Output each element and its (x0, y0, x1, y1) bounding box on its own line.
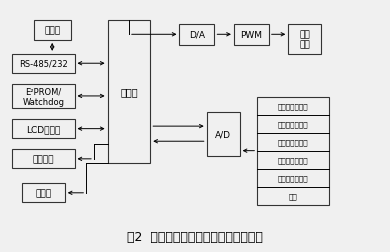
Text: PWM: PWM (240, 31, 262, 40)
Bar (12, 85, 74, 108)
Bar (234, 24, 269, 46)
Text: 图2  基于单片机的开关电源原理结构图: 图2 基于单片机的开关电源原理结构图 (127, 230, 263, 243)
Text: E²PROM/
Watchdog: E²PROM/ Watchdog (23, 87, 64, 106)
Text: 报警装置: 报警装置 (33, 155, 54, 164)
Text: D/A: D/A (189, 31, 205, 40)
Text: 输入电流状态量: 输入电流状态量 (278, 175, 308, 181)
Text: 输出电流模拟量: 输出电流模拟量 (278, 139, 308, 145)
Text: 计算机: 计算机 (44, 26, 60, 35)
Text: LCD、键盘: LCD、键盘 (26, 125, 60, 134)
Bar (34, 21, 71, 41)
Bar (257, 97, 329, 205)
Bar (12, 120, 74, 139)
Text: RS-485/232: RS-485/232 (19, 59, 68, 69)
Text: 隔离
驱动: 隔离 驱动 (300, 30, 310, 49)
Bar (22, 184, 65, 202)
Text: 打印机: 打印机 (35, 188, 51, 198)
Bar (207, 112, 240, 156)
Bar (12, 55, 74, 73)
Bar (108, 21, 150, 164)
Bar (179, 24, 214, 46)
Text: 输出电流状态量: 输出电流状态量 (278, 157, 308, 163)
Text: 输出电压状态量: 输出电压状态量 (278, 121, 308, 128)
Text: A/D: A/D (215, 130, 231, 139)
Text: 输出电压模拟量: 输出电压模拟量 (278, 103, 308, 109)
Text: 单片机: 单片机 (120, 87, 138, 97)
Text: 温度: 温度 (289, 193, 298, 199)
Bar (288, 24, 321, 55)
Bar (12, 150, 74, 169)
